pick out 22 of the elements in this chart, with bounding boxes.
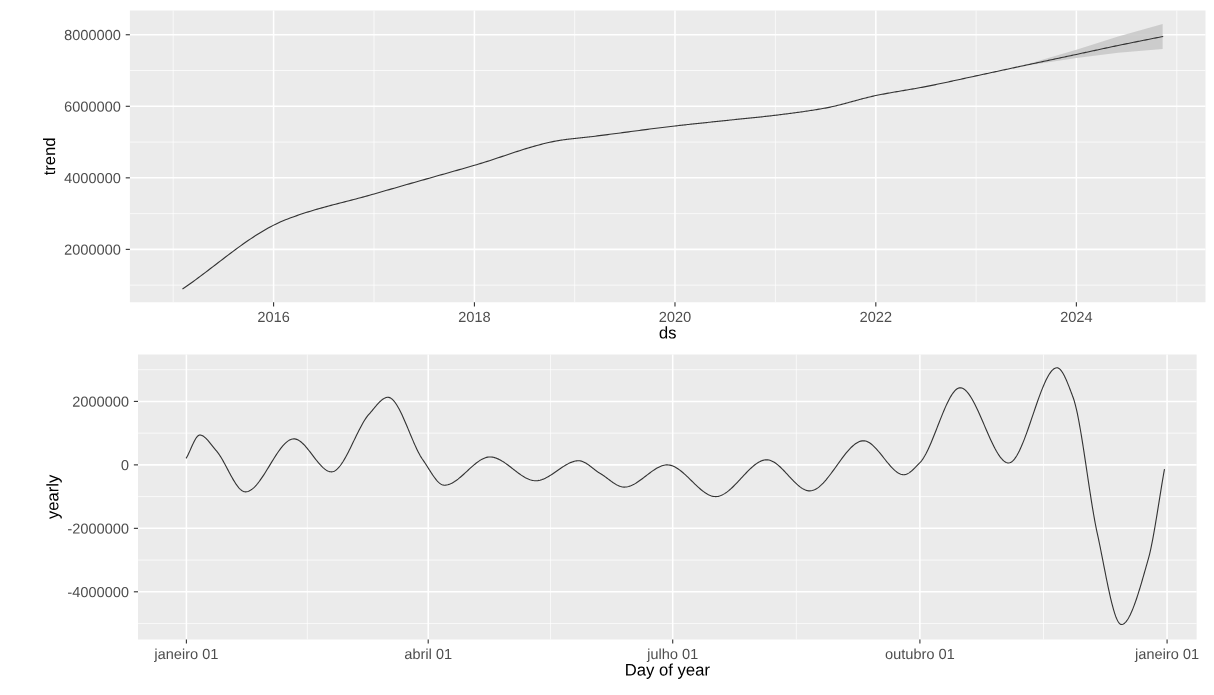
- x-tick-label: julho 01: [646, 648, 698, 663]
- x-tick-label: abril 01: [404, 648, 452, 660]
- y-tick-label: 4000000: [64, 172, 121, 184]
- y-axis-title: trend: [43, 138, 56, 176]
- x-tick-label: 2018: [458, 311, 491, 323]
- x-tick-label: 2022: [860, 311, 892, 323]
- y-tick-label: 2000000: [64, 244, 121, 255]
- x-tick-label: janeiro 01: [154, 648, 218, 663]
- x-tick-label: janeiro 01: [1134, 648, 1199, 663]
- y-axis-title: yearly: [46, 474, 62, 520]
- x-tick-label: 2016: [258, 311, 290, 323]
- y-tick-label: -4000000: [68, 586, 129, 598]
- x-tick-label: 2024: [1060, 311, 1093, 323]
- x-axis-title: ds: [659, 326, 676, 339]
- y-tick-label: 8000000: [64, 29, 121, 41]
- y-tick-label: 2000000: [72, 396, 129, 407]
- y-tick-label: -2000000: [68, 523, 129, 534]
- y-tick-label: 6000000: [64, 101, 121, 112]
- y-tick-label: 0: [121, 459, 129, 471]
- x-tick-label: outubro 01: [885, 648, 955, 660]
- x-tick-label: 2020: [659, 311, 691, 323]
- x-axis-title: Day of year: [626, 663, 710, 679]
